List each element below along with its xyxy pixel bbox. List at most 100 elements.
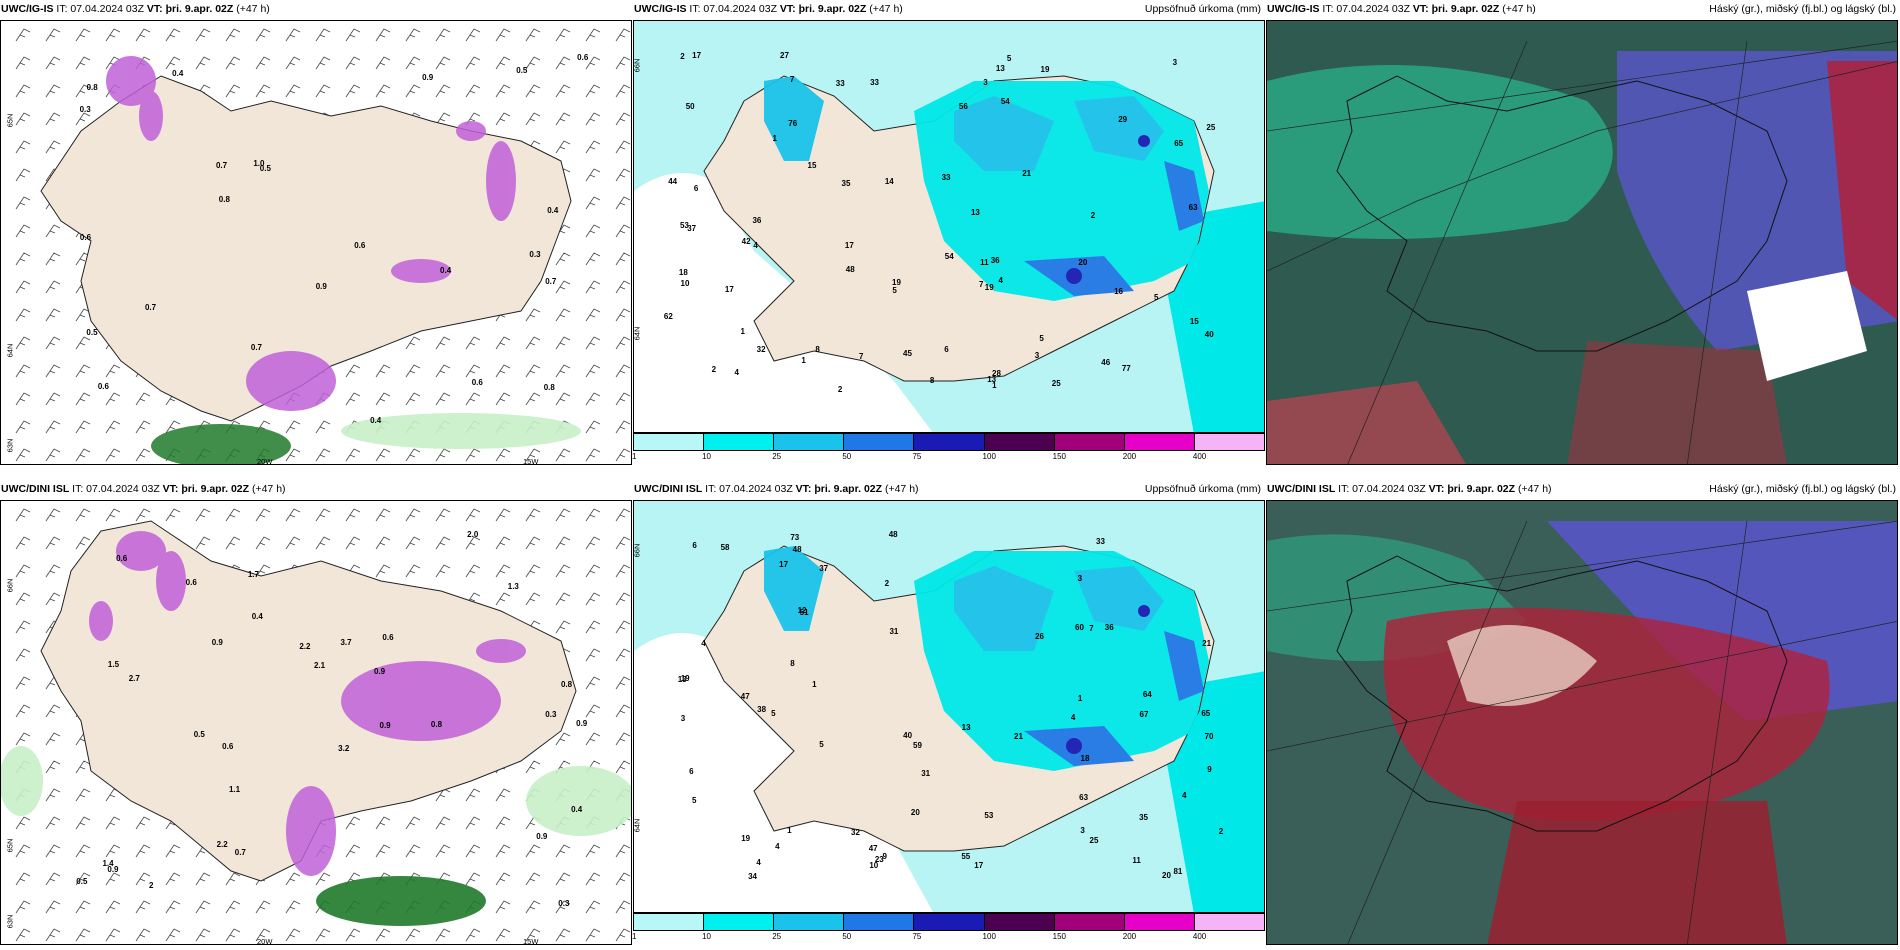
wind-barb [435, 28, 451, 42]
colorbar-cell: 75 [912, 914, 985, 941]
wind-barb [405, 392, 421, 406]
map-value-label: 19 [892, 277, 901, 287]
map-value-label: 4 [998, 276, 1003, 286]
map-value-label: 0.7 [545, 277, 557, 287]
map-value-label: 54 [1000, 97, 1010, 107]
wind-barb [525, 928, 541, 942]
init-time: IT: 07.04.2024 03Z [72, 483, 160, 495]
lat-label: 65N [5, 113, 15, 128]
wind-barb [135, 844, 151, 858]
wind-barb [615, 224, 631, 238]
map-value-label: 70 [1204, 731, 1214, 741]
wind-barb [255, 84, 271, 98]
map-value-label: 0.4 [370, 415, 382, 425]
wind-barb [315, 28, 331, 42]
wind-barb [105, 900, 121, 914]
wind-barb [15, 564, 31, 578]
colorbar-cell: 50 [842, 914, 915, 941]
map-value-label: 2.7 [128, 674, 140, 684]
wind-barb [495, 28, 511, 42]
wind-barb [285, 28, 301, 42]
wind-barb [495, 84, 511, 98]
map-value-label: 2 [711, 365, 717, 375]
lat-label: 64N [5, 343, 15, 358]
wind-barb [465, 56, 481, 70]
lead-time: (+47 h) [236, 3, 270, 15]
wind-barb [615, 648, 631, 662]
map-value-label: 37 [687, 224, 697, 234]
map-value-label: 8 [815, 345, 820, 355]
wind-barb [315, 84, 331, 98]
wind-barb [225, 536, 241, 550]
wind-barb [225, 872, 241, 886]
map-value-label: 0.3 [558, 898, 570, 908]
map-value-label: 0.3 [545, 710, 557, 720]
map-value-label: 17 [974, 860, 984, 870]
wind-barb [45, 508, 61, 522]
wind-barb [405, 84, 421, 98]
colorbar: 1 10 25 50 75 100 150 200 400 [632, 433, 1265, 461]
wind-barb [555, 844, 571, 858]
colorbar-label: 150 [1052, 932, 1067, 941]
wind-barb [615, 252, 631, 266]
map-value-label: 0.6 [382, 633, 394, 643]
wind-barb [45, 564, 61, 578]
wind-barb [435, 536, 451, 550]
wind-barb [555, 364, 571, 378]
valid-time: VT: þri. 9.apr. 02Z [162, 483, 250, 495]
high-cloud [1267, 65, 1613, 239]
wind-barb [105, 448, 121, 462]
map-value-label: 35 [841, 178, 851, 188]
wind-barb [225, 928, 241, 942]
map-value-label: 7 [789, 75, 795, 85]
wind-barb [15, 364, 31, 378]
map-value-label: 5 [691, 795, 697, 805]
colorbar-label: 75 [912, 452, 922, 461]
wind-barb [135, 928, 151, 942]
iceland-land [40, 520, 577, 882]
wind-barb [15, 648, 31, 662]
wind-barb [315, 420, 331, 434]
wind-barb [495, 336, 511, 350]
wind-barb [585, 112, 601, 126]
map-value-label: 13 [995, 64, 1005, 74]
wind-barb [435, 448, 451, 462]
wind-map: 66N 65N 63N 20W 15W [0, 500, 632, 945]
wind-barb [465, 28, 481, 42]
wind-barb [615, 620, 631, 634]
wind-barb [585, 28, 601, 42]
wind-barb [585, 392, 601, 406]
map-value-label: 4 [734, 368, 739, 378]
wind-barb [45, 760, 61, 774]
wind-barb [45, 592, 61, 606]
map-value-label: 0.9 [107, 864, 119, 874]
wind-barb [285, 900, 301, 914]
map-value-label: 77 [1121, 363, 1131, 373]
wind-barb [15, 872, 31, 886]
map-value-label: 0.6 [116, 554, 128, 564]
map-value-label: 7 [1089, 623, 1094, 633]
wind-barb [525, 84, 541, 98]
wind-barb [375, 448, 391, 462]
map-value-label: 63 [1188, 202, 1198, 212]
wind-barb [585, 900, 601, 914]
map-value-label: 33 [870, 77, 880, 87]
map-value-label: 21 [1014, 731, 1023, 741]
wind-barb [15, 252, 31, 266]
wind-barb [465, 788, 481, 802]
lat-label: 66N [633, 58, 642, 73]
wind-barb [135, 816, 151, 830]
wind-barb [75, 760, 91, 774]
wind-barb [585, 508, 601, 522]
map-value-label: 25 [1206, 122, 1216, 132]
wind-barb [45, 816, 61, 830]
lon-label: 15W [523, 937, 539, 945]
wind-barb [495, 448, 511, 462]
wind-barb [165, 508, 181, 522]
wind-barb [585, 420, 601, 434]
wind-barb [405, 816, 421, 830]
colorbar-cell: 100 [983, 914, 1055, 941]
map-value-label: 33 [835, 79, 845, 89]
map-value-label: 1.3 [507, 581, 519, 591]
map-value-label: 0.9 [422, 73, 434, 83]
